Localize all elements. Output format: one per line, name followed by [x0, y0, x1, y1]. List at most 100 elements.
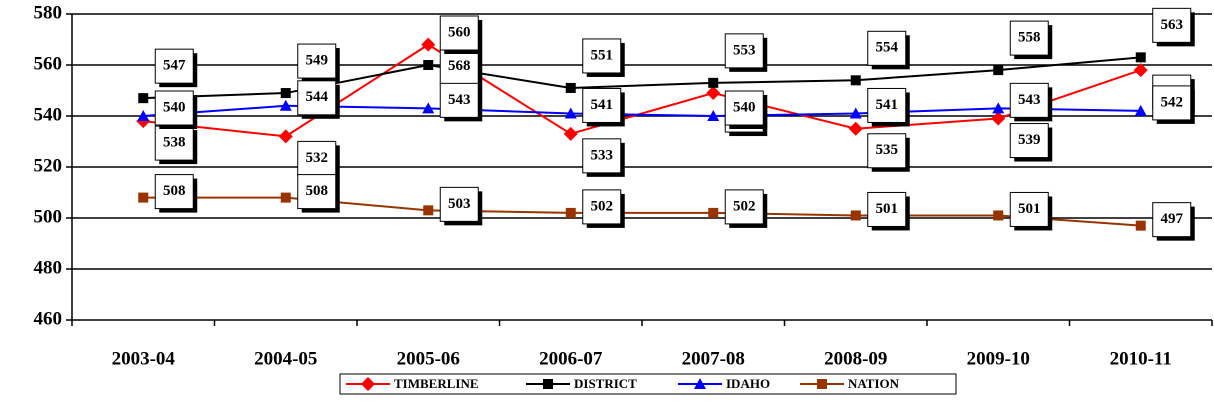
data-label: 533 — [591, 147, 614, 163]
legend-label: TIMBERLINE — [394, 376, 479, 391]
point — [423, 205, 434, 216]
data-label: 538 — [163, 135, 186, 151]
point — [280, 88, 291, 99]
point — [991, 111, 1006, 126]
x-tick-label: 2009-10 — [967, 348, 1030, 369]
label-box — [154, 125, 194, 161]
point — [279, 99, 292, 111]
point — [1134, 104, 1147, 116]
y-tick-label: 580 — [34, 2, 63, 23]
data-label: 553 — [733, 42, 756, 58]
data-label: 560 — [448, 24, 471, 40]
data-label: 542 — [1161, 94, 1184, 110]
point — [1135, 52, 1146, 63]
label-box — [154, 174, 194, 210]
label-box — [297, 43, 337, 79]
point — [848, 121, 863, 136]
data-label: 502 — [733, 198, 756, 214]
data-label: 508 — [306, 183, 329, 199]
x-tick-label: 2005-06 — [397, 348, 460, 369]
point — [423, 60, 434, 70]
point — [708, 207, 719, 218]
label-box — [724, 189, 764, 225]
data-label: 540 — [733, 99, 756, 115]
point — [137, 110, 150, 121]
label-box — [1009, 123, 1049, 159]
label-box — [582, 87, 622, 123]
data-label: 540 — [163, 99, 186, 115]
point — [422, 102, 435, 114]
y-tick-label: 480 — [34, 257, 63, 278]
data-label: 549 — [306, 52, 329, 68]
point — [421, 37, 436, 52]
data-label: 497 — [1161, 211, 1184, 227]
x-tick-label: 2004-05 — [254, 348, 317, 369]
point — [850, 210, 861, 221]
point — [707, 110, 720, 121]
legend-marker — [817, 379, 827, 389]
data-label: 558 — [1018, 30, 1041, 46]
y-tick-label: 460 — [34, 308, 63, 329]
data-label: 544 — [306, 89, 329, 105]
label-box — [867, 30, 907, 66]
data-label: 543 — [448, 92, 471, 108]
data-label: 568 — [448, 58, 471, 74]
x-tick-label: 2010-11 — [1110, 348, 1172, 369]
legend-marker — [694, 378, 706, 389]
data-label: 535 — [876, 142, 899, 158]
label-box — [154, 48, 194, 84]
legend-marker — [543, 379, 553, 389]
data-label: 554 — [876, 40, 899, 56]
point — [993, 210, 1004, 221]
point — [563, 126, 578, 141]
data-label: 502 — [591, 198, 614, 214]
legend-label: DISTRICT — [574, 376, 637, 391]
point — [992, 102, 1005, 114]
point — [849, 107, 862, 119]
legend-marker — [361, 377, 375, 391]
label-box — [1009, 191, 1049, 227]
y-tick-label: 540 — [34, 104, 63, 125]
label-box — [1009, 20, 1049, 56]
point — [138, 192, 149, 203]
label-box — [1152, 85, 1192, 121]
point — [565, 82, 576, 93]
data-label: 508 — [163, 183, 186, 199]
point — [1133, 63, 1148, 78]
label-box — [724, 90, 764, 126]
label-box — [154, 90, 194, 126]
legend-label: NATION — [848, 376, 900, 391]
label-box — [582, 138, 622, 174]
point — [706, 86, 721, 101]
point — [993, 65, 1004, 76]
point — [564, 107, 577, 119]
point — [278, 129, 293, 144]
x-tick-label: 2008-09 — [824, 348, 887, 369]
point — [138, 93, 149, 104]
data-label: 543 — [1018, 92, 1041, 108]
data-label: 503 — [448, 196, 471, 212]
data-label: 547 — [163, 58, 186, 74]
series-line — [143, 43, 1142, 138]
label-box — [439, 15, 479, 51]
label-box — [297, 174, 337, 210]
label-box — [867, 133, 907, 169]
label-box — [867, 191, 907, 227]
label-box — [439, 82, 479, 118]
y-tick-label: 500 — [34, 206, 63, 227]
point — [565, 207, 576, 218]
x-tick-label: 2006-07 — [539, 348, 603, 369]
label-box — [1152, 7, 1192, 43]
series-line — [143, 104, 1141, 118]
data-label: 501 — [1018, 201, 1041, 217]
label-box — [1152, 202, 1192, 238]
y-tick-label: 520 — [34, 155, 63, 176]
label-box — [724, 33, 764, 69]
y-tick-label: 560 — [34, 53, 63, 74]
legend-label: IDAHO — [726, 376, 770, 391]
data-label: 551 — [591, 47, 614, 63]
label-box — [439, 186, 479, 222]
series-line — [143, 196, 1141, 227]
legend-box — [339, 373, 957, 395]
